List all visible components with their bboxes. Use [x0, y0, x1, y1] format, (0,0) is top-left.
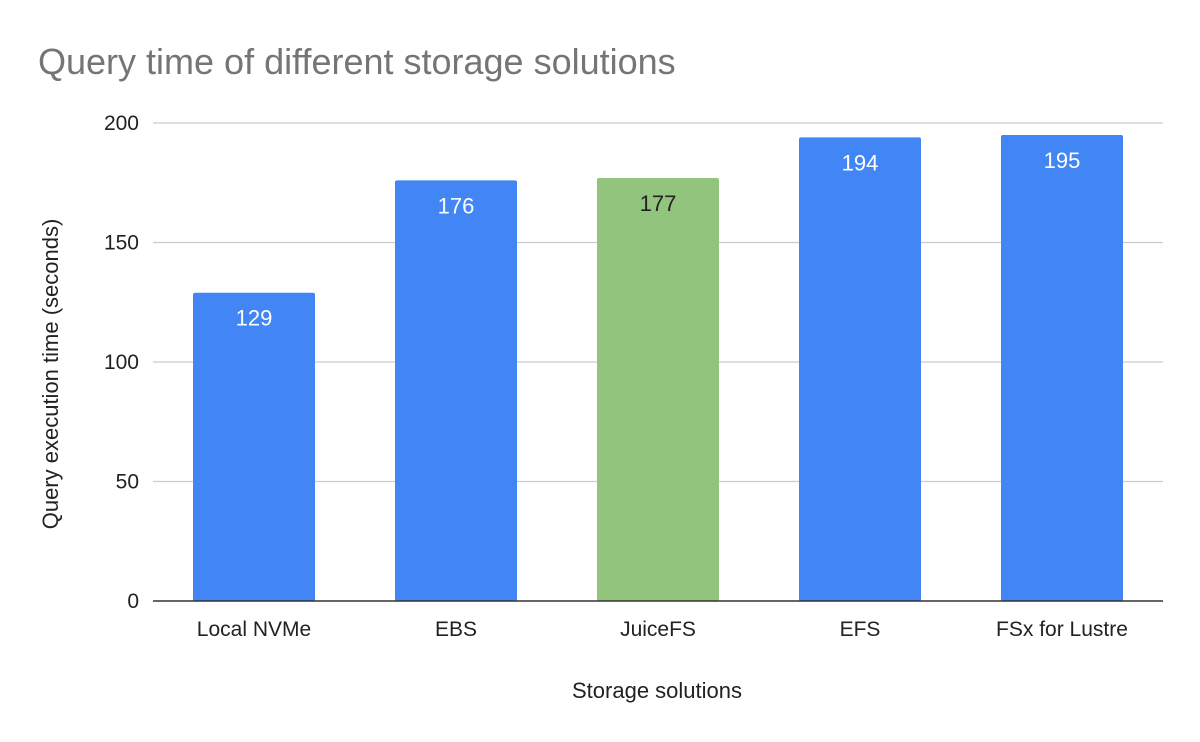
y-tick-label: 0: [127, 590, 139, 613]
x-tick-label: JuiceFS: [620, 618, 696, 641]
bar: [193, 292, 315, 601]
x-axis-ticks: Local NVMe EBS JuiceFS EFS FSx for Lustre: [197, 618, 1128, 641]
bar: [799, 137, 921, 601]
x-tick-label: EBS: [435, 618, 477, 641]
bar: [597, 177, 719, 601]
y-tick-label: 150: [104, 232, 139, 255]
x-axis-label: Storage solutions: [572, 678, 742, 703]
data-label: 176: [438, 193, 475, 218]
bar: [395, 180, 517, 602]
bars: [193, 134, 1123, 602]
x-tick-label: FSx for Lustre: [996, 618, 1128, 641]
chart-title: Query time of different storage solution…: [38, 41, 676, 82]
x-tick-label: Local NVMe: [197, 618, 311, 641]
y-axis-ticks: 0 50 100 150 200: [104, 112, 139, 613]
data-label: 194: [842, 150, 879, 175]
y-tick-label: 100: [104, 351, 139, 374]
y-axis-label: Query execution time (seconds): [38, 219, 63, 530]
data-label: 177: [640, 191, 677, 216]
y-tick-label: 200: [104, 112, 139, 135]
data-label: 129: [236, 306, 273, 331]
y-tick-label: 50: [116, 471, 139, 494]
bar: [1001, 134, 1123, 601]
data-label: 195: [1044, 148, 1081, 173]
x-tick-label: EFS: [840, 618, 881, 641]
data-labels: 129 176 177 194 195: [236, 148, 1081, 331]
